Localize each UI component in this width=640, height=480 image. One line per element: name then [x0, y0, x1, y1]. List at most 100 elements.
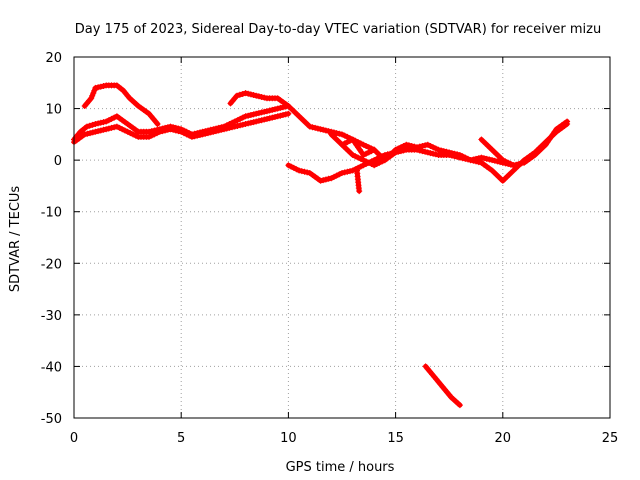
data-point: [186, 132, 193, 139]
data-point: [317, 177, 324, 184]
data-point: [253, 118, 260, 125]
data-point: [430, 144, 437, 151]
data-point: [333, 130, 340, 137]
data-point: [435, 146, 442, 153]
data-point: [333, 172, 340, 179]
data-point: [344, 168, 351, 175]
data-point: [360, 152, 367, 158]
data-point: [108, 124, 115, 131]
data-point: [237, 122, 244, 129]
data-point: [130, 131, 136, 138]
data-point: [416, 147, 423, 154]
data-point: [564, 121, 571, 127]
data-point: [89, 92, 96, 99]
data-point: [336, 171, 343, 178]
data-point: [309, 124, 316, 131]
data-point: [191, 133, 198, 140]
data-point: [264, 108, 270, 115]
data-point: [89, 129, 96, 136]
y-tick-label: -50: [41, 412, 62, 427]
data-point: [502, 158, 509, 165]
data-point: [239, 91, 246, 97]
y-tick-label: -30: [41, 309, 62, 324]
data-point: [489, 157, 496, 164]
data-point: [395, 148, 402, 155]
data-point: [368, 161, 375, 167]
y-tick-label: 20: [45, 51, 62, 66]
x-tick-label: 5: [177, 431, 185, 446]
data-point: [226, 124, 233, 131]
data-point: [113, 123, 120, 130]
series-track-8: [478, 136, 517, 169]
data-point: [81, 131, 88, 138]
data-point: [282, 111, 289, 118]
data-point: [277, 112, 284, 119]
data-point: [451, 153, 458, 160]
data-point: [339, 170, 345, 176]
data-point: [83, 123, 90, 130]
data-point: [92, 121, 99, 127]
data-point: [422, 142, 429, 149]
data-point: [363, 150, 370, 157]
data-point: [223, 125, 230, 132]
data-point: [481, 155, 487, 162]
data-point: [280, 104, 286, 111]
data-point: [234, 117, 241, 124]
data-point: [261, 94, 268, 101]
data-point: [247, 119, 254, 126]
y-tick-label: -20: [41, 257, 62, 272]
data-point: [86, 122, 93, 129]
data-point: [250, 111, 257, 118]
data-point: [218, 126, 225, 133]
data-point: [473, 158, 479, 165]
data-point: [255, 110, 262, 117]
data-point: [347, 137, 353, 144]
data-point: [462, 155, 469, 162]
data-point: [239, 121, 246, 128]
data-point: [97, 127, 104, 134]
data-point: [320, 126, 327, 133]
data-point: [365, 159, 372, 166]
y-axis-label: SDTVAR / TECUs: [8, 186, 23, 293]
data-point: [486, 156, 493, 163]
data-point: [371, 157, 378, 164]
data-point: [446, 152, 453, 158]
data-point: [398, 148, 404, 155]
data-point: [154, 121, 161, 127]
data-point: [250, 119, 257, 126]
data-point: [499, 157, 506, 164]
data-point: [151, 131, 158, 138]
data-point: [89, 121, 96, 128]
data-point: [414, 146, 420, 153]
data-point: [272, 114, 278, 120]
data-point: [239, 114, 246, 121]
data-point: [162, 127, 169, 134]
data-point: [103, 118, 110, 125]
data-point: [360, 141, 367, 148]
data-point: [285, 162, 292, 169]
data-point: [234, 123, 241, 129]
data-point: [92, 84, 99, 91]
data-point: [95, 120, 102, 127]
x-axis-label: GPS time / hours: [286, 460, 395, 475]
data-point: [491, 157, 498, 164]
data-point: [373, 155, 380, 162]
data-series: [71, 82, 571, 409]
data-point: [456, 154, 463, 161]
data-point: [269, 114, 276, 121]
data-point: [360, 157, 367, 164]
data-point: [322, 127, 329, 134]
data-point: [277, 104, 284, 111]
data-point: [341, 132, 348, 139]
data-point: [314, 125, 321, 132]
series-track-3: [81, 82, 161, 127]
data-point: [242, 121, 249, 127]
data-point: [164, 126, 171, 133]
data-point: [167, 126, 174, 133]
data-point: [272, 106, 278, 113]
data-point: [105, 117, 112, 124]
data-point: [424, 149, 431, 156]
data-point: [258, 109, 265, 116]
data-point: [363, 158, 370, 165]
data-point: [478, 154, 485, 161]
